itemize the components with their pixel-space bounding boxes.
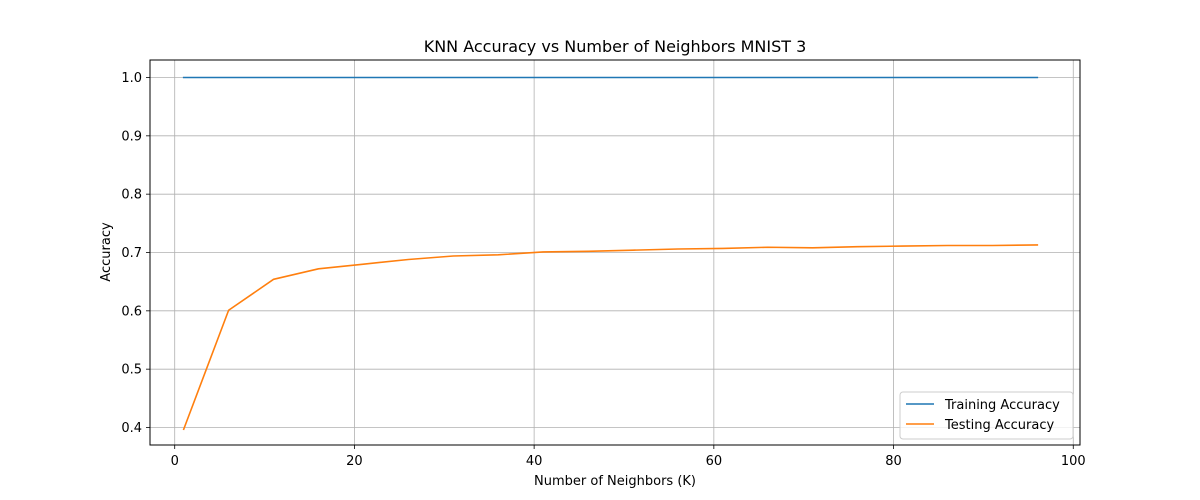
x-tick-label: 80: [885, 454, 902, 469]
y-tick-label: 0.9: [121, 129, 142, 144]
y-tick-label: 0.8: [121, 188, 142, 203]
y-axis-label: Accuracy: [99, 222, 114, 282]
x-tick-label: 20: [346, 454, 363, 469]
y-tick-label: 1.0: [121, 71, 142, 86]
legend-label-training: Training Accuracy: [944, 398, 1060, 413]
legend-label-testing: Testing Accuracy: [944, 418, 1054, 433]
y-tick-label: 0.4: [121, 421, 142, 436]
chart-title: KNN Accuracy vs Number of Neighbors MNIS…: [424, 37, 807, 56]
legend: Training Accuracy Testing Accuracy: [899, 391, 1074, 440]
y-tick-label: 0.7: [121, 246, 142, 261]
y-tick-label: 0.6: [121, 304, 142, 319]
series-lines: [182, 76, 1039, 431]
legend-box: [899, 391, 1074, 440]
x-tick-label: 60: [706, 454, 723, 469]
x-axis-label: Number of Neighbors (K): [534, 474, 696, 489]
x-tick-label: 40: [526, 454, 543, 469]
x-tick-label: 0: [171, 454, 179, 469]
axis-ticks: 0 20 40 60 80 100 0.4 0.5 0.6 0.7 0.8 0.9 1.0: [121, 71, 1085, 469]
y-tick-label: 0.5: [121, 363, 142, 378]
series-line-testing-accuracy: [182, 244, 1039, 431]
x-tick-label: 100: [1061, 454, 1086, 469]
